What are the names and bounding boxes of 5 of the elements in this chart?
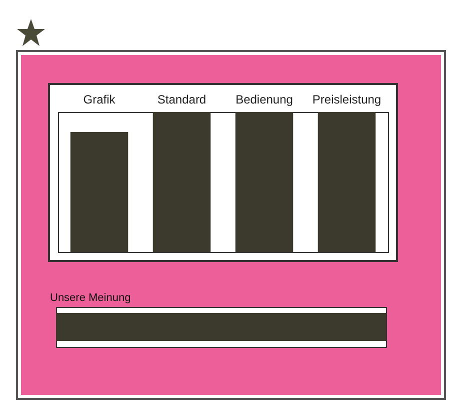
x-tick-label: Grafik	[83, 92, 116, 106]
chart-title: Unsere Meinung	[50, 292, 131, 304]
x-tick-label: Standard	[157, 92, 206, 106]
x-tick-label: Preisleistung	[312, 92, 382, 106]
x-tick-label: Bedienung	[236, 92, 293, 106]
